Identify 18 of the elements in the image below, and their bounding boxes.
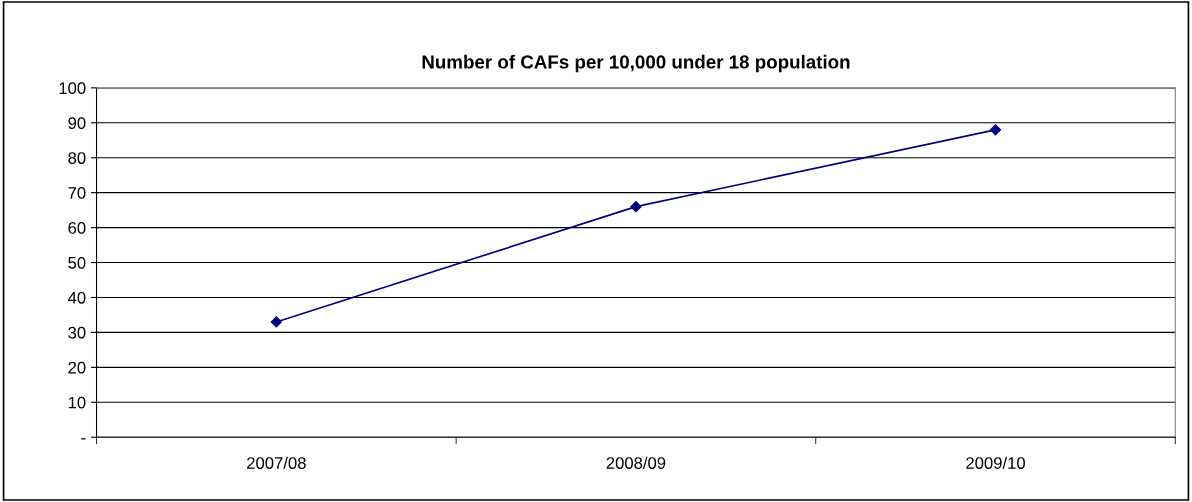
x-tick-label: 2007/08: [247, 456, 306, 469]
y-tick-label: -: [81, 438, 86, 440]
y-tick-label: 30: [68, 326, 86, 339]
y-tick-label: 10: [68, 396, 86, 409]
point: [270, 316, 282, 328]
x-tick-label: 2008/09: [606, 456, 666, 469]
y-tick-label: 90: [68, 117, 86, 129]
y-tick-label: 60: [68, 222, 86, 234]
chart-title: Number of CAFs per 10,000 under 18 population: [422, 54, 850, 73]
y-tick-label: 20: [68, 361, 86, 374]
y-tick-label: 100: [59, 82, 86, 95]
y-tick-label: 40: [67, 291, 86, 304]
y-tick-label: 70: [68, 187, 86, 199]
y-tick-label: 50: [68, 256, 86, 269]
point: [989, 124, 1002, 136]
y-tick-label: 80: [68, 152, 86, 164]
x-tick-label: 2009/10: [966, 456, 1025, 469]
point: [630, 201, 642, 213]
